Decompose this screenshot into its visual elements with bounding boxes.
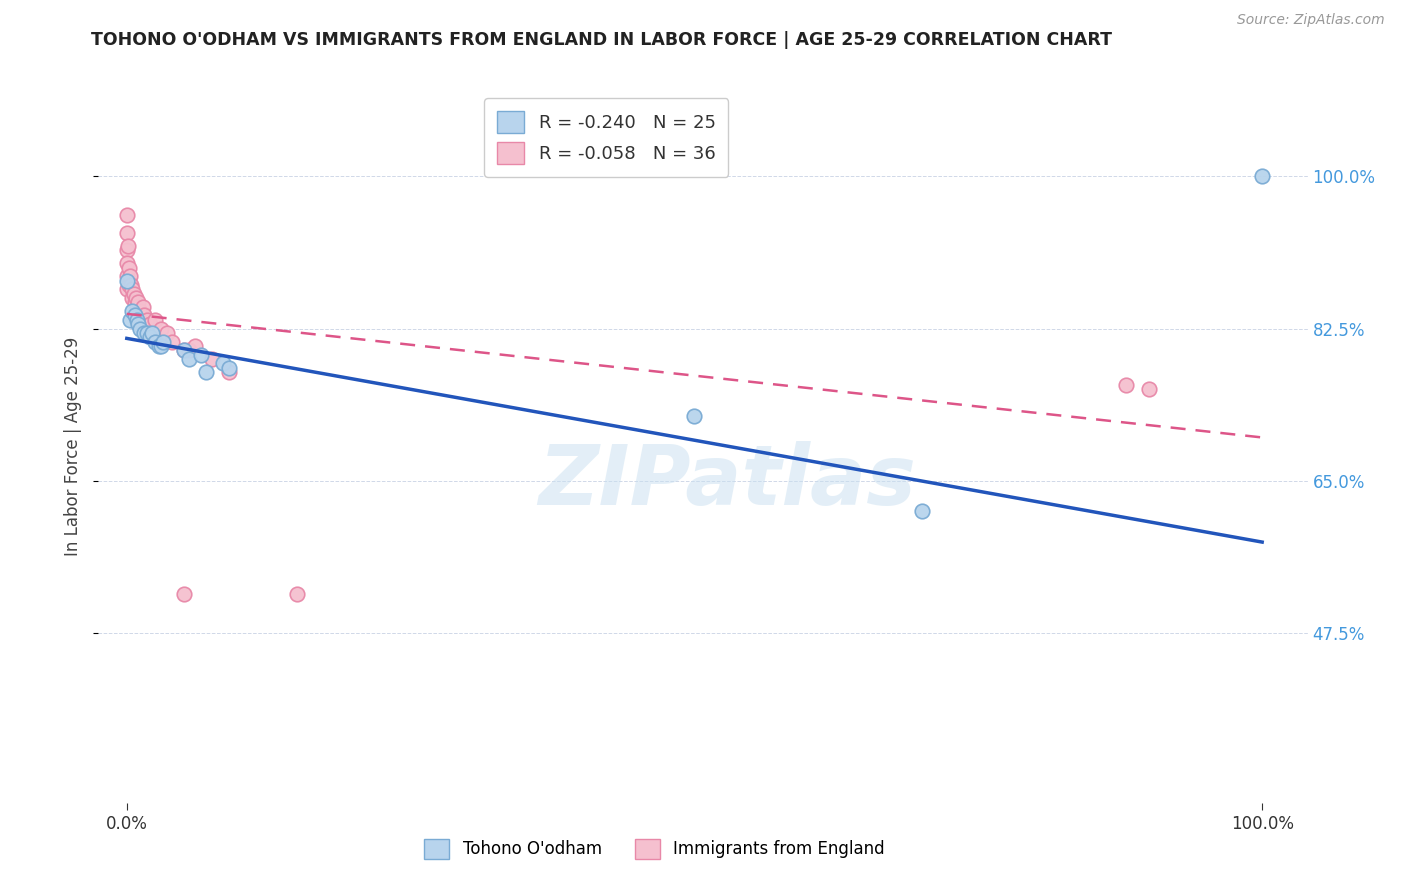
Point: [1137, 383, 1160, 397]
Point: [125, 300, 148, 314]
Point: [149, 339, 172, 353]
Point: [184, 339, 207, 353]
Point: [148, 339, 170, 353]
Point: [131, 300, 153, 314]
Point: [115, 269, 138, 284]
Point: [121, 282, 143, 296]
Point: [115, 208, 138, 222]
Point: [138, 330, 160, 344]
Point: [122, 286, 145, 301]
Point: [115, 243, 138, 257]
Point: [173, 587, 195, 601]
Point: [129, 304, 152, 318]
Point: [1251, 169, 1274, 184]
Point: [115, 282, 138, 296]
Point: [218, 360, 240, 375]
Point: [132, 326, 155, 340]
Point: [120, 278, 142, 293]
Point: [179, 343, 201, 358]
Point: [120, 313, 142, 327]
Point: [179, 351, 201, 366]
Point: [160, 334, 183, 349]
Point: [121, 304, 143, 318]
Point: [129, 321, 152, 335]
Point: [138, 317, 160, 331]
Point: [118, 260, 141, 275]
Point: [218, 365, 240, 379]
Point: [143, 334, 166, 349]
Point: [127, 295, 149, 310]
Point: [143, 313, 166, 327]
Point: [115, 226, 138, 240]
Point: [910, 504, 932, 518]
Point: [201, 351, 224, 366]
Text: ZIPatlas: ZIPatlas: [538, 442, 917, 522]
Point: [195, 365, 218, 379]
Point: [118, 278, 141, 293]
Point: [115, 256, 138, 270]
Point: [173, 343, 195, 358]
Point: [173, 343, 195, 358]
Text: Source: ZipAtlas.com: Source: ZipAtlas.com: [1237, 13, 1385, 28]
Point: [127, 317, 149, 331]
Point: [124, 295, 146, 310]
Text: TOHONO O'ODHAM VS IMMIGRANTS FROM ENGLAND IN LABOR FORCE | AGE 25-29 CORRELATION: TOHONO O'ODHAM VS IMMIGRANTS FROM ENGLAN…: [91, 31, 1112, 49]
Point: [121, 291, 143, 305]
Point: [117, 239, 139, 253]
Point: [136, 326, 159, 340]
Point: [141, 326, 163, 340]
Point: [212, 356, 235, 370]
Point: [1115, 378, 1137, 392]
Point: [132, 309, 155, 323]
Point: [125, 291, 148, 305]
Point: [115, 274, 138, 288]
Point: [124, 309, 146, 323]
Point: [285, 587, 308, 601]
Point: [190, 348, 212, 362]
Point: [136, 313, 159, 327]
Point: [149, 321, 172, 335]
Point: [125, 313, 148, 327]
Legend: Tohono O'odham, Immigrants from England: Tohono O'odham, Immigrants from England: [418, 832, 891, 866]
Point: [683, 409, 706, 423]
Point: [120, 269, 142, 284]
Y-axis label: In Labor Force | Age 25-29: In Labor Force | Age 25-29: [65, 336, 83, 556]
Point: [155, 326, 177, 340]
Point: [152, 334, 174, 349]
